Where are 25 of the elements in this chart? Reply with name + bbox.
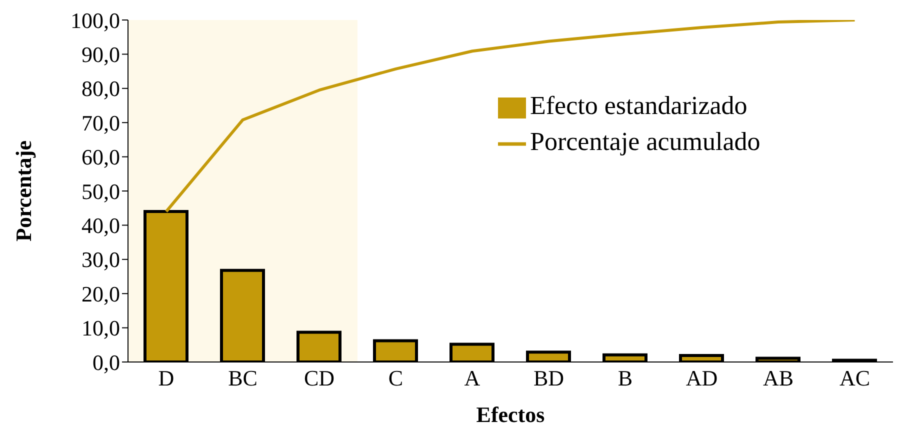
y-tick-label: 70,0 — [82, 110, 120, 136]
y-tick-label: 80,0 — [82, 76, 120, 102]
y-tick-label: 90,0 — [82, 42, 120, 68]
legend-label: Porcentaje acumulado — [530, 127, 760, 156]
x-tick-label: D — [158, 366, 174, 391]
y-tick-label: 100,0 — [70, 8, 120, 33]
x-tick-label: C — [388, 366, 404, 391]
y-tick-label: 10,0 — [82, 316, 120, 341]
x-tick-label: AC — [839, 366, 870, 391]
y-tick-label: 60,0 — [82, 144, 120, 170]
x-tick-label: CD — [304, 366, 335, 391]
x-tick-label: B — [618, 366, 633, 391]
x-tick-label: BD — [533, 366, 564, 391]
legend-label: Efecto estandarizado — [530, 91, 748, 120]
y-tick-label: 40,0 — [82, 213, 120, 238]
y-tick-label: 50,0 — [82, 178, 120, 204]
x-tick-label: A — [464, 366, 480, 391]
x-tick-label: BC — [228, 366, 258, 391]
y-tick-label: 30,0 — [82, 247, 120, 272]
x-tick-label: AB — [762, 366, 794, 391]
x-axis-title: Efectos — [476, 402, 546, 427]
y-axis-title: Porcentaje — [10, 140, 36, 242]
y-tick-label: 0,0 — [92, 350, 120, 375]
y-tick-label: 20,0 — [82, 281, 120, 306]
x-tick-label: AD — [686, 366, 718, 391]
